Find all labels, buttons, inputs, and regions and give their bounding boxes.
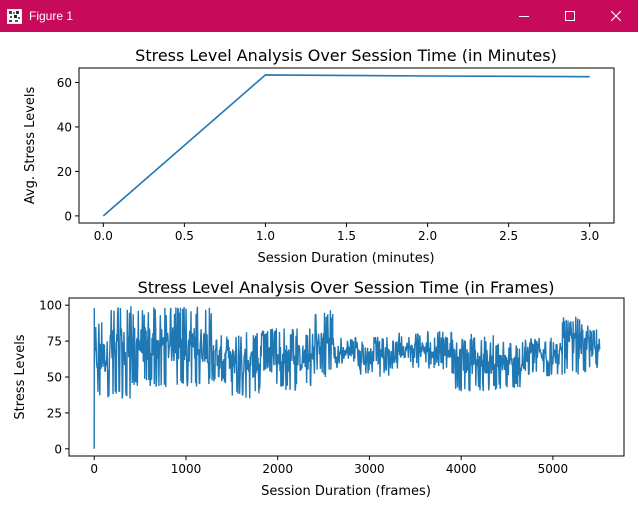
x-axis-label: Session Duration (frames): [261, 484, 431, 499]
title-bar: Figure 1: [0, 0, 638, 32]
series-line: [103, 75, 589, 216]
close-icon: [611, 11, 621, 21]
y-tick-label: 0: [64, 209, 72, 223]
x-ticks: 0 1000 2000 3000 4000 5000: [90, 456, 568, 476]
y-tick-label: 60: [57, 76, 72, 90]
x-tick-label: 2000: [262, 462, 293, 476]
minimize-button[interactable]: [501, 0, 547, 32]
axes-frame: [79, 68, 614, 223]
x-tick-label: 2.0: [418, 229, 437, 243]
maximize-button[interactable]: [547, 0, 593, 32]
x-tick-label: 0: [90, 462, 98, 476]
chart-minutes: Stress Level Analysis Over Session Time …: [23, 46, 614, 266]
y-tick-label: 75: [47, 335, 62, 349]
y-tick-label: 25: [47, 406, 62, 420]
y-tick-label: 100: [39, 299, 62, 313]
y-axis-label: Avg. Stress Levels: [23, 87, 38, 205]
x-tick-label: 4000: [446, 462, 477, 476]
plot-lines: [103, 75, 589, 216]
minimize-icon: [519, 11, 529, 21]
x-tick-label: 1000: [171, 462, 202, 476]
figure-svg: Stress Level Analysis Over Session Time …: [0, 32, 638, 511]
figure-canvas: Stress Level Analysis Over Session Time …: [0, 32, 638, 511]
series-line: [94, 306, 600, 449]
chart-frames: Stress Level Analysis Over Session Time …: [13, 278, 624, 499]
x-ticks: 0.0 0.5 1.0 1.5 2.0 2.5 3.0: [94, 223, 599, 243]
y-ticks: 0 25 50 75 100: [39, 299, 69, 457]
y-tick-label: 40: [57, 120, 72, 134]
x-tick-label: 2.5: [499, 229, 518, 243]
y-ticks: 0 20 40 60: [57, 76, 79, 223]
x-tick-label: 1.0: [256, 229, 275, 243]
chart-title: Stress Level Analysis Over Session Time …: [138, 278, 555, 297]
x-tick-label: 0.5: [175, 229, 194, 243]
x-tick-label: 0.0: [94, 229, 113, 243]
y-tick-label: 0: [54, 442, 62, 456]
close-button[interactable]: [593, 0, 638, 32]
x-tick-label: 1.5: [337, 229, 356, 243]
y-tick-label: 20: [57, 165, 72, 179]
y-tick-label: 50: [47, 371, 62, 385]
x-tick-label: 3.0: [580, 229, 599, 243]
plot-lines: [94, 306, 600, 449]
x-tick-label: 3000: [354, 462, 385, 476]
matplotlib-figure-icon: [7, 9, 22, 24]
x-axis-label: Session Duration (minutes): [257, 251, 434, 266]
x-tick-label: 5000: [538, 462, 569, 476]
chart-title: Stress Level Analysis Over Session Time …: [135, 46, 557, 65]
y-axis-label: Stress Levels: [13, 334, 28, 419]
maximize-icon: [565, 11, 575, 21]
window-title: Figure 1: [29, 9, 73, 24]
